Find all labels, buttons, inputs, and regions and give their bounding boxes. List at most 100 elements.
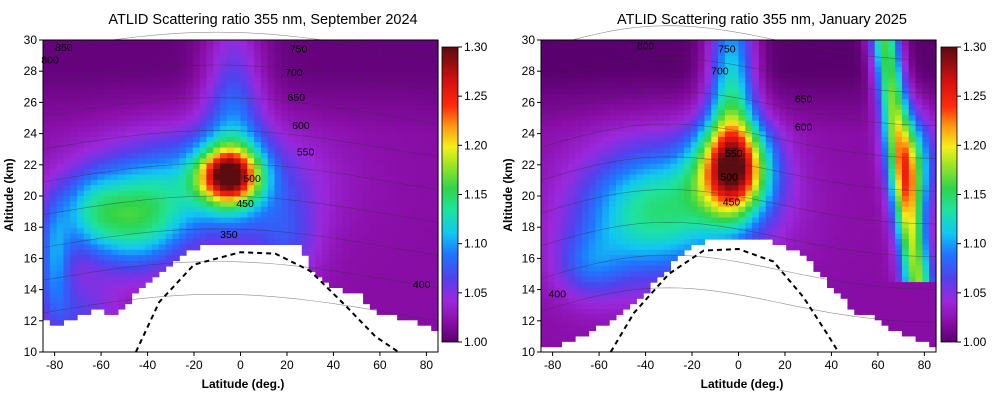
heatmap-cell <box>541 126 548 132</box>
heatmap-cell <box>623 196 630 202</box>
heatmap-cell <box>704 99 711 105</box>
heatmap-cell <box>568 271 575 277</box>
heatmap-cell <box>561 277 568 283</box>
heatmap-cell <box>349 255 356 261</box>
heatmap-cell <box>179 223 186 229</box>
heatmap-cell <box>132 223 139 229</box>
heatmap-cell <box>868 105 875 111</box>
heatmap-cell <box>861 67 868 73</box>
heatmap-cell <box>132 212 139 218</box>
heatmap-cell <box>759 174 766 180</box>
heatmap-cell <box>677 83 684 89</box>
heatmap-cell <box>43 153 50 159</box>
heatmap-cell <box>377 51 384 57</box>
heatmap-cell <box>138 174 145 180</box>
heatmap-cell <box>541 191 548 197</box>
heatmap-cell <box>97 304 104 310</box>
heatmap-cell <box>193 115 200 121</box>
heatmap-cell <box>179 142 186 148</box>
heatmap-cell <box>582 148 589 154</box>
heatmap-cell <box>711 228 718 234</box>
heatmap-cell <box>288 234 295 240</box>
heatmap-cell <box>390 239 397 245</box>
heatmap-cell <box>589 287 596 293</box>
heatmap-cell <box>241 218 248 224</box>
heatmap-cell <box>800 153 807 159</box>
heatmap-cell <box>431 45 438 51</box>
heatmap-cell <box>623 62 630 68</box>
heatmap-cell <box>820 234 827 240</box>
heatmap-cell <box>548 148 555 154</box>
heatmap-cell <box>404 115 411 121</box>
heatmap-cell <box>57 293 64 299</box>
heatmap-cell <box>718 99 725 105</box>
heatmap-cell <box>670 45 677 51</box>
heatmap-cell <box>84 121 91 127</box>
heatmap-cell <box>800 137 807 143</box>
heatmap-cell <box>711 164 718 170</box>
heatmap-cell <box>193 207 200 213</box>
heatmap-cell <box>820 266 827 272</box>
heatmap-cell <box>43 169 50 175</box>
heatmap-cell <box>70 67 77 73</box>
heatmap-cell <box>589 218 596 224</box>
heatmap-cell <box>254 51 261 57</box>
heatmap-cell <box>411 309 418 315</box>
heatmap-cell <box>261 158 268 164</box>
heatmap-cell <box>315 250 322 256</box>
heatmap-cell <box>541 153 548 159</box>
heatmap-cell <box>718 115 725 121</box>
heatmap-cell <box>186 88 193 94</box>
heatmap-cell <box>268 191 275 197</box>
heatmap-cell <box>861 142 868 148</box>
heatmap-cell <box>616 51 623 57</box>
heatmap-cell <box>166 223 173 229</box>
heatmap-cell <box>834 56 841 62</box>
heatmap-cell <box>854 131 861 137</box>
heatmap-cell <box>370 99 377 105</box>
heatmap-cell <box>397 293 404 299</box>
heatmap-cell <box>91 142 98 148</box>
heatmap-cell <box>561 67 568 73</box>
heatmap-cell <box>261 169 268 175</box>
heatmap-cell <box>568 110 575 116</box>
heatmap-cell <box>609 234 616 240</box>
heatmap-cell <box>91 174 98 180</box>
heatmap-cell <box>70 137 77 143</box>
heatmap-cell <box>589 110 596 116</box>
heatmap-cell <box>84 99 91 105</box>
heatmap-cell <box>868 94 875 100</box>
heatmap-cell <box>84 51 91 57</box>
heatmap-cell <box>684 78 691 84</box>
heatmap-cell <box>390 67 397 73</box>
heatmap-cell <box>384 137 391 143</box>
heatmap-cell <box>643 105 650 111</box>
heatmap-cell <box>561 207 568 213</box>
heatmap-cell <box>186 218 193 224</box>
heatmap-cell <box>172 255 179 261</box>
heatmap-cell <box>411 45 418 51</box>
heatmap-cell <box>309 83 316 89</box>
heatmap-cell <box>623 88 630 94</box>
y-tick-label: 20 <box>24 189 38 203</box>
heatmap-cell <box>111 191 118 197</box>
heatmap-cell <box>172 153 179 159</box>
heatmap-cell <box>820 228 827 234</box>
heatmap-cell <box>77 94 84 100</box>
heatmap-cell <box>397 282 404 288</box>
heatmap-cell <box>548 320 555 326</box>
heatmap-cell <box>582 153 589 159</box>
heatmap-cell <box>807 250 814 256</box>
heatmap-cell <box>813 169 820 175</box>
heatmap-cell <box>677 196 684 202</box>
heatmap-cell <box>172 99 179 105</box>
heatmap-cell <box>138 45 145 51</box>
heatmap-cell <box>548 325 555 331</box>
heatmap-cell <box>390 148 397 154</box>
heatmap-cell <box>384 191 391 197</box>
heatmap-cell <box>868 277 875 283</box>
heatmap-cell <box>684 201 691 207</box>
heatmap-cell <box>418 320 425 326</box>
heatmap-cell <box>847 153 854 159</box>
heatmap-cell <box>125 137 132 143</box>
